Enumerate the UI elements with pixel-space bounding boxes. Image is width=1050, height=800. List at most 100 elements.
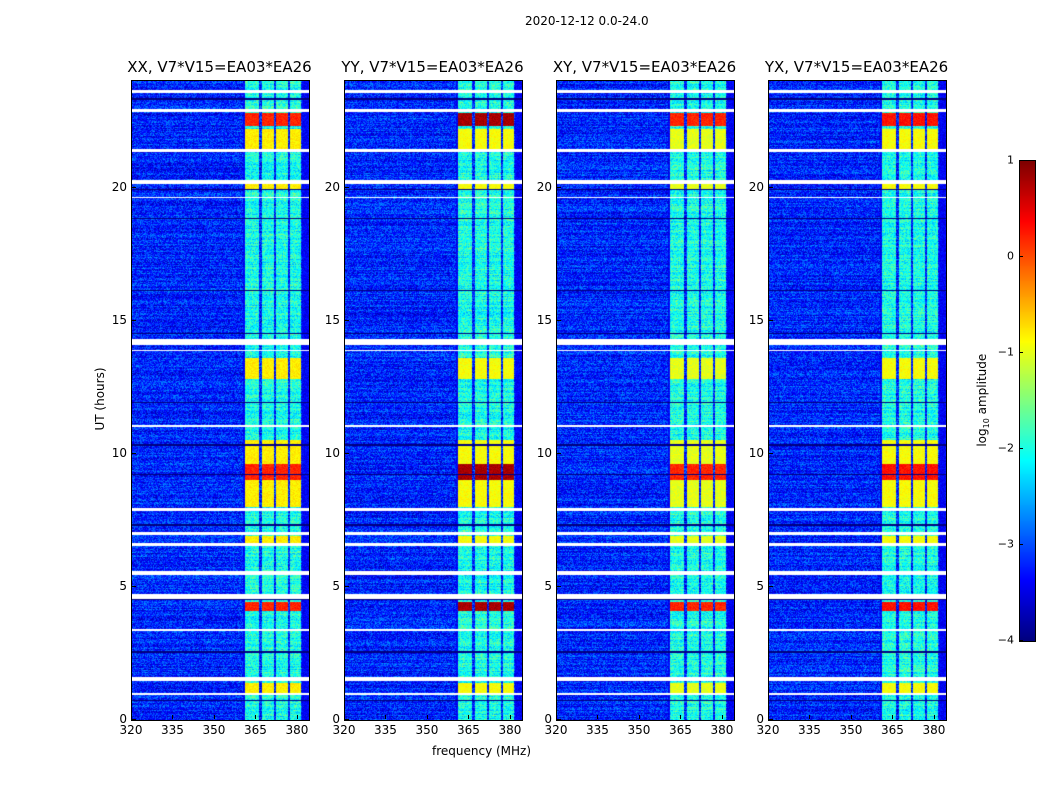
y-tick <box>557 585 561 587</box>
y-tick <box>769 319 773 321</box>
y-tick <box>557 719 561 720</box>
colorbar-tick <box>1019 256 1023 257</box>
colorbar-tick-label: −2 <box>997 441 1014 455</box>
x-tick <box>850 715 852 719</box>
y-tick <box>345 452 349 454</box>
y-tick <box>769 719 773 720</box>
colorbar-tick <box>1019 544 1023 545</box>
x-tick <box>255 715 257 719</box>
heatmap-panel-2 <box>556 80 735 721</box>
colorbar-tick <box>1019 160 1023 161</box>
colorbar-tick-label: 1 <box>1007 153 1014 167</box>
y-tick-label: 10 <box>324 445 340 460</box>
x-tick-label: 320 <box>756 723 780 737</box>
x-tick-label: 350 <box>839 723 863 737</box>
y-tick-label: 20 <box>324 179 340 194</box>
x-tick <box>597 715 599 719</box>
figure-title: 2020-12-12 0.0-24.0 <box>525 14 649 28</box>
panel-title: YX, V7*V15=EA03*EA26 <box>764 58 949 76</box>
x-tick-label: 380 <box>285 723 309 737</box>
x-tick-label: 350 <box>627 723 651 737</box>
colorbar-tick <box>1019 352 1023 353</box>
x-tick <box>721 715 723 719</box>
x-tick <box>468 715 470 719</box>
y-tick-label: 0 <box>756 712 764 726</box>
panel-title: XX, V7*V15=EA03*EA26 <box>127 58 312 76</box>
x-tick <box>296 715 298 719</box>
y-tick-label: 0 <box>544 712 552 726</box>
x-tick <box>768 715 769 719</box>
x-tick-label: 365 <box>457 723 480 737</box>
heatmap-image <box>132 81 309 720</box>
colorbar-label: log10 amplitude <box>974 353 992 447</box>
heatmap-image <box>769 81 946 720</box>
x-tick-label: 380 <box>710 723 734 737</box>
x-tick-label: 335 <box>586 723 609 737</box>
colorbar-tick-label: −4 <box>997 633 1014 647</box>
y-tick <box>769 585 773 587</box>
x-tick <box>638 715 640 719</box>
y-tick <box>557 186 561 188</box>
x-tick-label: 320 <box>119 723 143 737</box>
y-tick-label: 10 <box>111 445 127 460</box>
y-tick-label: 0 <box>332 712 340 726</box>
y-tick <box>132 585 136 587</box>
x-tick-label: 320 <box>332 723 356 737</box>
y-tick <box>345 585 349 587</box>
y-tick-label: 20 <box>536 179 552 194</box>
y-tick <box>345 186 349 188</box>
y-tick-label: 10 <box>536 445 552 460</box>
colorbar-tick <box>1019 640 1023 641</box>
colorbar-tick-label: 0 <box>1007 249 1014 263</box>
y-tick-label: 15 <box>748 312 764 327</box>
heatmap-panel-1 <box>344 80 523 721</box>
y-tick-label: 10 <box>748 445 764 460</box>
x-tick-label: 320 <box>544 723 568 737</box>
y-tick <box>769 452 773 454</box>
colorbar <box>1019 160 1036 642</box>
heatmap-image <box>345 81 522 720</box>
y-tick-label: 5 <box>119 578 127 593</box>
y-tick <box>132 719 136 720</box>
colorbar-tick-label: −1 <box>997 345 1014 359</box>
x-tick <box>509 715 511 719</box>
y-tick <box>132 319 136 321</box>
x-tick <box>213 715 215 719</box>
x-tick-label: 365 <box>669 723 692 737</box>
y-tick-label: 15 <box>536 312 552 327</box>
x-tick <box>680 715 682 719</box>
x-axis-label: frequency (MHz) <box>432 744 532 758</box>
y-tick-label: 15 <box>111 312 127 327</box>
x-tick <box>172 715 174 719</box>
x-tick-label: 365 <box>244 723 267 737</box>
y-tick-label: 0 <box>119 712 127 726</box>
y-tick-label: 15 <box>324 312 340 327</box>
heatmap-panel-0 <box>131 80 310 721</box>
x-tick-label: 350 <box>202 723 226 737</box>
x-tick-label: 365 <box>881 723 904 737</box>
heatmap-panel-3 <box>768 80 947 721</box>
y-tick <box>557 452 561 454</box>
y-tick-label: 5 <box>756 578 764 593</box>
colorbar-tick-label: −3 <box>997 537 1014 551</box>
y-tick <box>345 319 349 321</box>
x-tick <box>809 715 811 719</box>
y-tick <box>132 452 136 454</box>
heatmap-image <box>557 81 734 720</box>
x-tick <box>892 715 894 719</box>
x-tick-label: 380 <box>498 723 522 737</box>
y-tick <box>769 186 773 188</box>
panel-title: YY, V7*V15=EA03*EA26 <box>341 58 524 76</box>
x-tick <box>131 715 132 719</box>
y-tick-label: 5 <box>544 578 552 593</box>
y-tick <box>132 186 136 188</box>
x-tick <box>426 715 428 719</box>
x-tick-label: 350 <box>415 723 439 737</box>
x-tick-label: 335 <box>374 723 397 737</box>
x-tick <box>933 715 935 719</box>
y-tick-label: 5 <box>332 578 340 593</box>
colorbar-tick <box>1019 448 1023 449</box>
x-tick-label: 335 <box>161 723 184 737</box>
y-tick-label: 20 <box>111 179 127 194</box>
